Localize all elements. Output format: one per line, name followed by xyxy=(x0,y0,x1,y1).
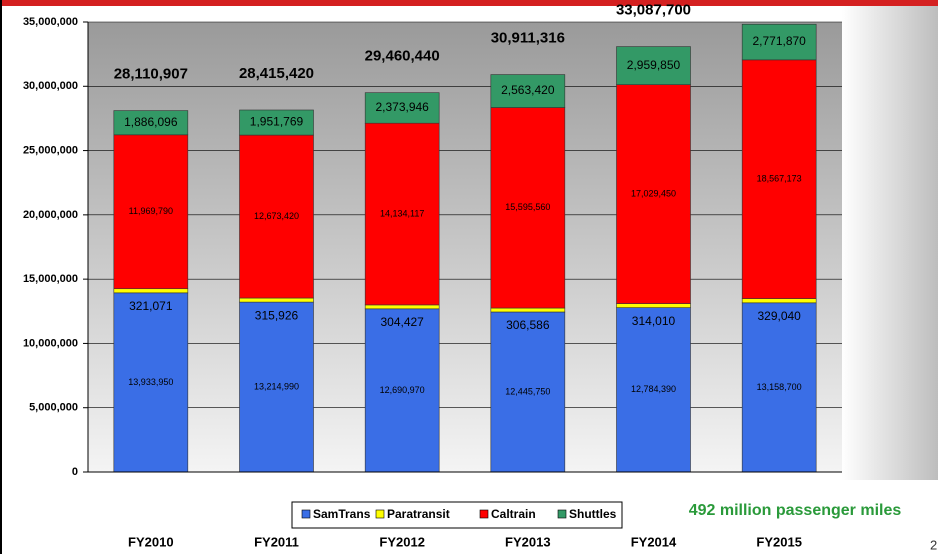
x-category-label: FY2010 xyxy=(128,534,174,549)
bar-segment xyxy=(741,59,817,299)
total-label: 33,087,700 xyxy=(616,2,691,19)
bar-segment xyxy=(364,304,440,310)
bar-segment xyxy=(113,288,189,294)
value-label: 329,040 xyxy=(757,309,801,323)
bar-segment xyxy=(490,107,566,309)
value-label: 1,951,769 xyxy=(250,115,304,129)
bar-segment xyxy=(239,297,314,303)
value-label: 13,214,990 xyxy=(254,381,299,391)
value-label: 306,586 xyxy=(506,318,550,332)
total-label: 29,460,440 xyxy=(365,48,440,65)
bar-segment xyxy=(113,134,189,290)
legend-label: Caltrain xyxy=(491,507,536,521)
bar-segment xyxy=(741,298,817,304)
x-category-label: FY2011 xyxy=(254,534,299,549)
y-tick-label: 0 xyxy=(72,466,78,478)
background-photo xyxy=(842,0,938,480)
legend-label: Paratransit xyxy=(387,507,450,521)
bar-segment xyxy=(490,307,566,313)
y-tick-label: 15,000,000 xyxy=(23,273,78,285)
value-label: 2,959,850 xyxy=(627,58,681,72)
legend-label: Shuttles xyxy=(569,507,617,521)
x-category-label: FY2012 xyxy=(379,534,425,549)
legend-swatch xyxy=(479,509,489,519)
value-label: 304,427 xyxy=(380,315,424,329)
total-label: 28,415,420 xyxy=(239,65,314,82)
value-label: 2,563,420 xyxy=(501,83,555,97)
bar-segment xyxy=(616,303,691,308)
y-tick-label: 5,000,000 xyxy=(29,402,78,414)
page-number: 2 xyxy=(930,537,937,552)
value-label: 314,010 xyxy=(632,314,676,328)
bar-segment xyxy=(741,23,817,61)
value-label: 11,969,790 xyxy=(129,206,173,216)
value-label: 315,926 xyxy=(255,308,299,322)
legend-swatch xyxy=(301,509,311,519)
bar-segment xyxy=(616,84,691,304)
total-label: 30,911,316 xyxy=(491,30,565,47)
value-label: 14,134,117 xyxy=(380,208,424,218)
value-label: 12,784,390 xyxy=(631,384,676,394)
left-border xyxy=(0,0,2,554)
value-label: 13,933,950 xyxy=(128,377,173,387)
bar-segment xyxy=(239,109,314,136)
value-label: 2,771,870 xyxy=(752,34,806,48)
bar-segment xyxy=(113,110,189,136)
plot-area xyxy=(88,22,842,472)
value-label: 2,373,946 xyxy=(375,100,429,114)
y-tick-label: 10,000,000 xyxy=(23,337,78,349)
bar-segment xyxy=(490,74,566,108)
x-category-label: FY2015 xyxy=(756,534,802,549)
bar-segment xyxy=(490,311,566,473)
value-label: 13,158,700 xyxy=(757,382,802,392)
bar-segment xyxy=(239,134,314,299)
bar-segment xyxy=(741,302,817,473)
legend-swatch xyxy=(557,509,567,519)
bar-segment xyxy=(364,122,440,306)
x-category-label: FY2014 xyxy=(631,534,677,549)
bar-segment xyxy=(616,307,691,473)
y-tick-label: 25,000,000 xyxy=(23,144,78,156)
header-strip xyxy=(0,0,938,6)
value-label: 15,595,560 xyxy=(505,202,550,212)
y-tick-label: 35,000,000 xyxy=(23,16,78,28)
x-category-label: FY2013 xyxy=(505,534,551,549)
legend-swatch xyxy=(375,509,385,519)
total-label: 28,110,907 xyxy=(114,66,188,83)
value-label: 12,673,420 xyxy=(254,211,299,221)
value-label: 1,886,096 xyxy=(124,115,178,129)
value-label: 321,071 xyxy=(129,299,173,313)
annotation: 492 million passenger miles xyxy=(689,502,902,519)
value-label: 12,445,750 xyxy=(505,386,550,396)
value-label: 18,567,173 xyxy=(757,174,802,184)
legend-label: SamTrans xyxy=(313,507,371,521)
value-label: 12,690,970 xyxy=(380,385,425,395)
bar-segment xyxy=(364,308,440,473)
value-label: 17,029,450 xyxy=(631,188,676,198)
bar-segment xyxy=(616,46,691,85)
bar-segment xyxy=(364,92,440,124)
y-tick-label: 30,000,000 xyxy=(23,80,78,92)
bar-segment xyxy=(239,301,314,473)
legend xyxy=(291,501,623,529)
y-tick-label: 20,000,000 xyxy=(23,209,78,221)
bar-segment xyxy=(113,292,189,473)
